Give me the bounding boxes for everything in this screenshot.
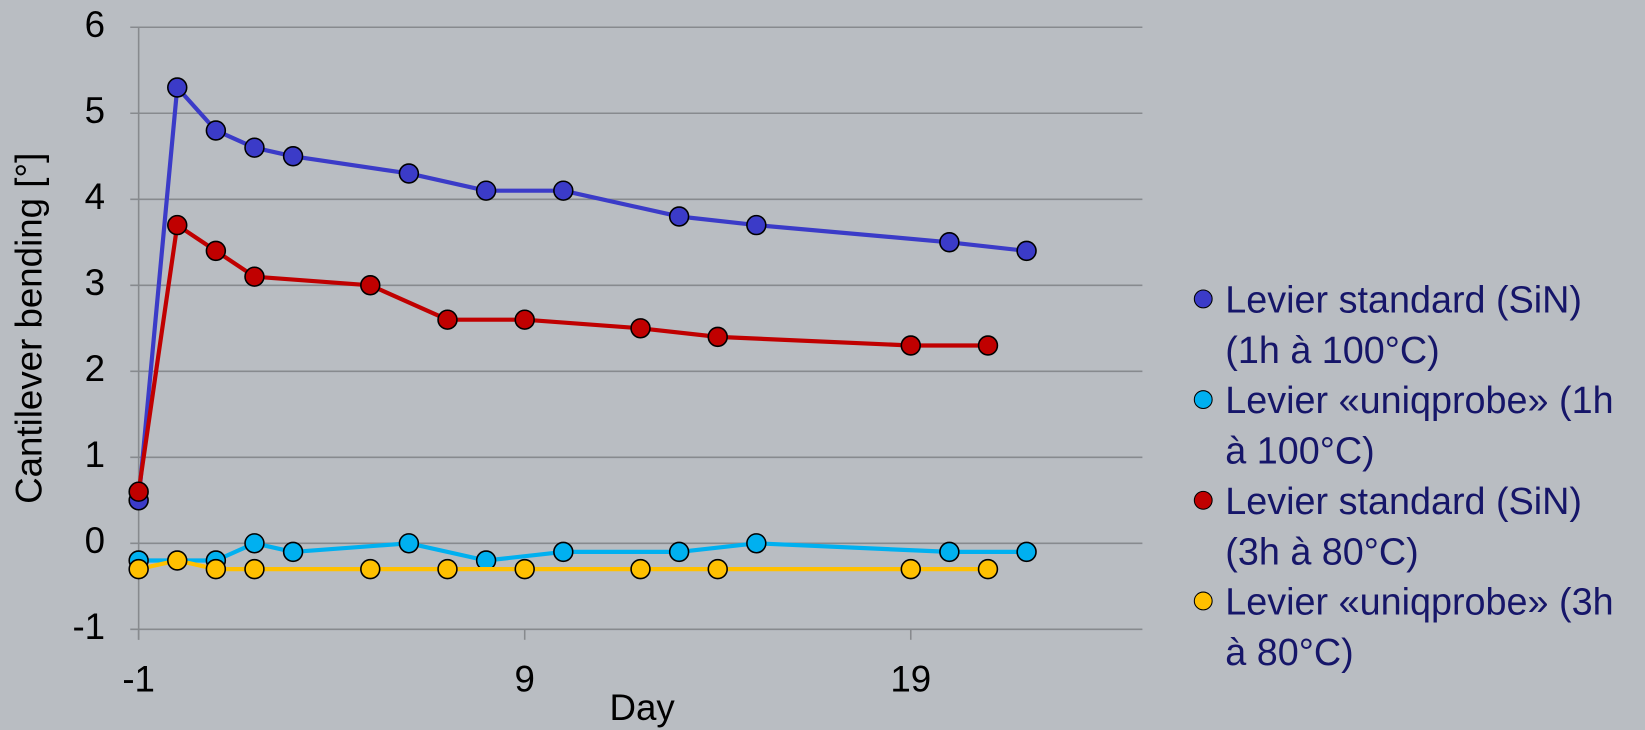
legend-item: Levier «uniqprobe» (3h à 80°C) xyxy=(1185,577,1644,678)
y-tick-label: 4 xyxy=(85,176,105,217)
data-point xyxy=(167,214,188,236)
legend-item: Levier «uniqprobe» (1h à 100°C) xyxy=(1185,375,1644,476)
data-point xyxy=(167,77,188,98)
data-point xyxy=(1016,541,1037,563)
data-point xyxy=(360,275,381,296)
x-tick-label: 9 xyxy=(515,658,535,699)
y-tick-label: -1 xyxy=(72,606,105,647)
data-point xyxy=(514,309,535,330)
legend-marker xyxy=(1193,490,1213,510)
data-point xyxy=(746,533,767,554)
data-point xyxy=(244,266,265,287)
legend-marker xyxy=(1193,289,1213,309)
y-tick-label: 3 xyxy=(85,262,105,303)
x-tick-label: 19 xyxy=(890,658,931,699)
data-point xyxy=(668,541,690,563)
data-point xyxy=(398,533,420,554)
data-point xyxy=(282,541,304,563)
data-point xyxy=(977,558,999,580)
legend-label: Levier «uniqprobe» (1h à 100°C) xyxy=(1225,378,1614,472)
data-point xyxy=(360,558,381,580)
data-point xyxy=(437,309,458,330)
data-point xyxy=(939,232,960,253)
data-point xyxy=(514,558,535,580)
x-tick-label: -1 xyxy=(122,658,155,699)
legend-label: Levier standard (SiN) (3h à 80°C) xyxy=(1225,479,1583,573)
data-point xyxy=(630,318,651,339)
data-point xyxy=(553,180,574,201)
legend-item: Levier standard (SiN) (1h à 100°C) xyxy=(1185,275,1644,376)
data-point xyxy=(205,120,227,141)
x-axis-title: Day xyxy=(609,687,675,728)
data-point xyxy=(167,550,188,571)
legend-marker xyxy=(1193,591,1213,611)
data-point xyxy=(630,558,651,580)
y-axis-title: Cantilever bending [°] xyxy=(8,153,49,504)
data-point xyxy=(128,481,149,502)
data-point xyxy=(668,206,690,227)
data-point xyxy=(900,558,921,580)
y-tick-label: 0 xyxy=(85,520,105,561)
legend-item: Levier standard (SiN) (3h à 80°C) xyxy=(1185,476,1644,577)
data-point xyxy=(939,541,960,563)
legend-label: Levier «uniqprobe» (3h à 80°C) xyxy=(1225,580,1614,674)
data-point xyxy=(244,533,265,554)
legend-label: Levier standard (SiN) (1h à 100°C) xyxy=(1225,277,1583,372)
legend-box: Levier standard (SiN) (1h à 100°C) Levier… xyxy=(1185,275,1644,678)
data-point xyxy=(553,541,574,563)
legend: Levier standard (SiN) (1h à 100°C)Levier… xyxy=(1185,275,1644,678)
data-point xyxy=(900,335,921,356)
data-point xyxy=(746,214,767,236)
data-point xyxy=(437,558,458,580)
legend-marker xyxy=(1193,390,1213,410)
y-tick-label: 5 xyxy=(85,90,105,131)
data-point xyxy=(977,335,999,356)
data-point xyxy=(282,146,304,167)
data-point xyxy=(475,180,497,201)
data-point xyxy=(205,240,227,262)
y-tick-label: 1 xyxy=(85,434,105,475)
data-point xyxy=(707,326,728,348)
data-point xyxy=(205,558,227,580)
data-point xyxy=(398,163,420,184)
data-point xyxy=(244,137,265,158)
data-point xyxy=(1016,240,1037,262)
y-tick-label: 2 xyxy=(85,348,105,389)
data-point xyxy=(707,558,728,580)
data-point xyxy=(128,558,149,580)
data-point xyxy=(244,558,265,580)
y-tick-label: 6 xyxy=(85,4,105,45)
